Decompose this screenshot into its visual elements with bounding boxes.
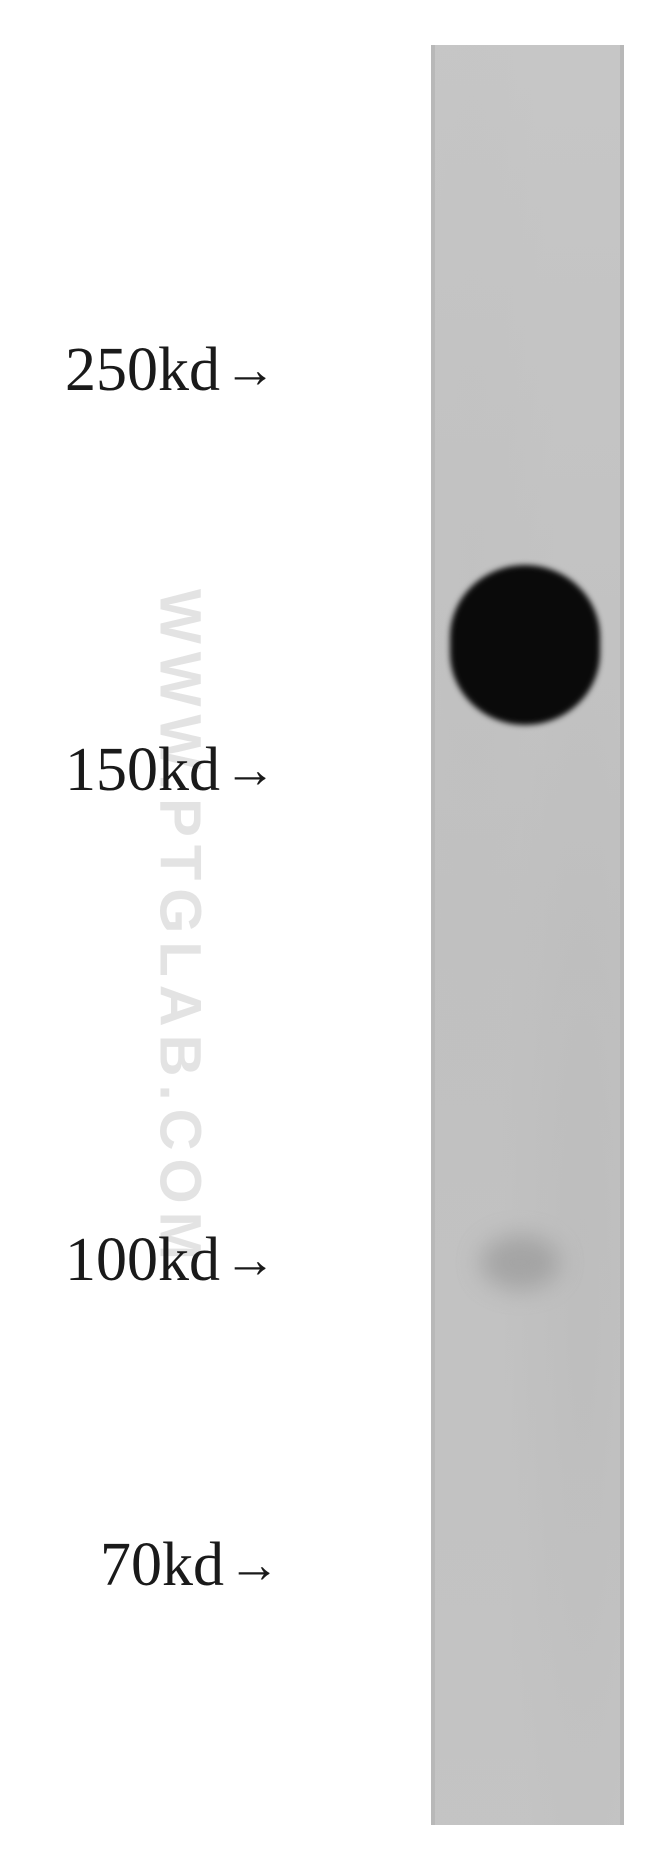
marker-70kd: 70kd→ (100, 1530, 280, 1601)
arrow-icon: → (228, 1536, 280, 1595)
arrow-icon: → (224, 1231, 276, 1290)
marker-text: 250kd (65, 335, 220, 406)
band-faint (480, 1235, 560, 1290)
blot-lane (435, 45, 620, 1825)
arrow-icon: → (224, 341, 276, 400)
lane-edge-left (431, 45, 435, 1825)
lane-edge-right (620, 45, 624, 1825)
marker-100kd: 100kd→ (65, 1225, 276, 1296)
marker-text: 100kd (65, 1225, 220, 1296)
marker-250kd: 250kd→ (65, 335, 276, 406)
band-main (450, 565, 600, 725)
arrow-icon: → (224, 741, 276, 800)
marker-text: 70kd (100, 1530, 224, 1601)
marker-text: 150kd (65, 735, 220, 806)
marker-150kd: 150kd→ (65, 735, 276, 806)
western-blot-figure: WWW.PTGLAB.COM 250kd→ 150kd→ 100kd→ 70kd… (0, 0, 650, 1855)
